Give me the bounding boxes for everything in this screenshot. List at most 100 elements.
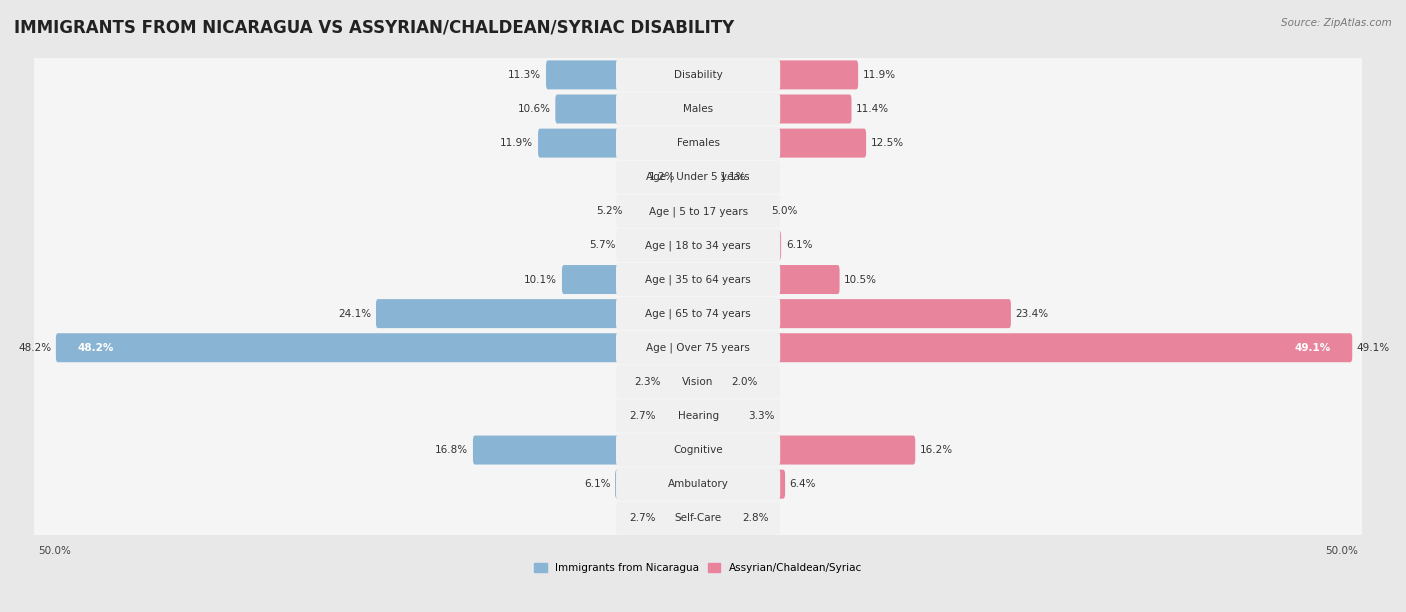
Text: 2.8%: 2.8%	[742, 513, 769, 523]
FancyBboxPatch shape	[562, 265, 700, 294]
FancyBboxPatch shape	[614, 469, 700, 499]
Text: 11.4%: 11.4%	[856, 104, 889, 114]
Text: 5.0%: 5.0%	[770, 206, 797, 216]
FancyBboxPatch shape	[681, 163, 700, 192]
FancyBboxPatch shape	[696, 231, 782, 260]
Text: Males: Males	[683, 104, 713, 114]
Text: 2.3%: 2.3%	[634, 377, 661, 387]
Text: Age | 65 to 74 years: Age | 65 to 74 years	[645, 308, 751, 319]
FancyBboxPatch shape	[34, 83, 1362, 135]
Text: 6.1%: 6.1%	[786, 241, 813, 250]
FancyBboxPatch shape	[616, 92, 780, 125]
Text: Ambulatory: Ambulatory	[668, 479, 728, 489]
FancyBboxPatch shape	[696, 197, 766, 226]
FancyBboxPatch shape	[616, 502, 780, 535]
FancyBboxPatch shape	[616, 297, 780, 330]
FancyBboxPatch shape	[616, 127, 780, 160]
Text: 48.2%: 48.2%	[77, 343, 114, 353]
Text: 11.3%: 11.3%	[508, 70, 541, 80]
Text: 16.2%: 16.2%	[920, 445, 953, 455]
FancyBboxPatch shape	[34, 288, 1362, 340]
Text: 1.1%: 1.1%	[720, 172, 745, 182]
FancyBboxPatch shape	[34, 49, 1362, 101]
FancyBboxPatch shape	[661, 401, 700, 430]
FancyBboxPatch shape	[616, 400, 780, 432]
FancyBboxPatch shape	[34, 117, 1362, 169]
FancyBboxPatch shape	[616, 434, 780, 466]
Text: 2.0%: 2.0%	[731, 377, 758, 387]
Text: 1.2%: 1.2%	[650, 172, 675, 182]
Text: 5.2%: 5.2%	[596, 206, 623, 216]
Text: 12.5%: 12.5%	[870, 138, 904, 148]
FancyBboxPatch shape	[696, 61, 858, 89]
Text: Age | Under 5 years: Age | Under 5 years	[647, 172, 749, 182]
FancyBboxPatch shape	[696, 94, 852, 124]
Text: 11.9%: 11.9%	[863, 70, 896, 80]
FancyBboxPatch shape	[616, 263, 780, 296]
Text: 6.1%: 6.1%	[583, 479, 610, 489]
Text: 10.6%: 10.6%	[517, 104, 551, 114]
FancyBboxPatch shape	[661, 504, 700, 533]
Text: 48.2%: 48.2%	[18, 343, 51, 353]
Text: Age | 35 to 64 years: Age | 35 to 64 years	[645, 274, 751, 285]
FancyBboxPatch shape	[34, 458, 1362, 510]
FancyBboxPatch shape	[696, 334, 1353, 362]
FancyBboxPatch shape	[34, 390, 1362, 442]
FancyBboxPatch shape	[34, 253, 1362, 305]
FancyBboxPatch shape	[696, 436, 915, 465]
FancyBboxPatch shape	[546, 61, 700, 89]
Text: Females: Females	[676, 138, 720, 148]
FancyBboxPatch shape	[696, 299, 1011, 328]
Text: 5.7%: 5.7%	[589, 241, 616, 250]
FancyBboxPatch shape	[34, 492, 1362, 544]
Text: 23.4%: 23.4%	[1015, 308, 1049, 319]
Text: 11.9%: 11.9%	[501, 138, 533, 148]
FancyBboxPatch shape	[696, 401, 744, 430]
Text: Source: ZipAtlas.com: Source: ZipAtlas.com	[1281, 18, 1392, 28]
Text: 49.1%: 49.1%	[1357, 343, 1391, 353]
Text: Disability: Disability	[673, 70, 723, 80]
Text: Age | 18 to 34 years: Age | 18 to 34 years	[645, 240, 751, 251]
Text: 49.1%: 49.1%	[1294, 343, 1330, 353]
Text: Cognitive: Cognitive	[673, 445, 723, 455]
Text: 24.1%: 24.1%	[339, 308, 371, 319]
FancyBboxPatch shape	[665, 367, 700, 397]
Text: 50.0%: 50.0%	[1326, 545, 1358, 556]
FancyBboxPatch shape	[620, 231, 700, 260]
Text: Vision: Vision	[682, 377, 714, 387]
FancyBboxPatch shape	[696, 265, 839, 294]
FancyBboxPatch shape	[472, 436, 700, 465]
Text: Age | Over 75 years: Age | Over 75 years	[647, 343, 749, 353]
Text: Hearing: Hearing	[678, 411, 718, 421]
FancyBboxPatch shape	[555, 94, 700, 124]
FancyBboxPatch shape	[34, 322, 1362, 374]
FancyBboxPatch shape	[34, 220, 1362, 271]
FancyBboxPatch shape	[34, 185, 1362, 237]
FancyBboxPatch shape	[375, 299, 700, 328]
FancyBboxPatch shape	[696, 129, 866, 158]
Text: IMMIGRANTS FROM NICARAGUA VS ASSYRIAN/CHALDEAN/SYRIAC DISABILITY: IMMIGRANTS FROM NICARAGUA VS ASSYRIAN/CH…	[14, 18, 734, 36]
FancyBboxPatch shape	[616, 331, 780, 364]
Text: 16.8%: 16.8%	[436, 445, 468, 455]
FancyBboxPatch shape	[696, 504, 737, 533]
FancyBboxPatch shape	[56, 334, 700, 362]
FancyBboxPatch shape	[616, 365, 780, 398]
FancyBboxPatch shape	[696, 163, 714, 192]
Text: 50.0%: 50.0%	[38, 545, 70, 556]
FancyBboxPatch shape	[538, 129, 700, 158]
FancyBboxPatch shape	[696, 367, 727, 397]
FancyBboxPatch shape	[34, 356, 1362, 408]
Text: 10.1%: 10.1%	[524, 275, 557, 285]
FancyBboxPatch shape	[696, 469, 785, 499]
Text: 2.7%: 2.7%	[628, 513, 655, 523]
FancyBboxPatch shape	[616, 229, 780, 262]
Text: 10.5%: 10.5%	[844, 275, 877, 285]
FancyBboxPatch shape	[616, 468, 780, 501]
Text: 2.7%: 2.7%	[628, 411, 655, 421]
FancyBboxPatch shape	[627, 197, 700, 226]
FancyBboxPatch shape	[616, 195, 780, 228]
Text: Age | 5 to 17 years: Age | 5 to 17 years	[648, 206, 748, 217]
Text: 3.3%: 3.3%	[748, 411, 775, 421]
FancyBboxPatch shape	[616, 59, 780, 91]
Text: 6.4%: 6.4%	[790, 479, 817, 489]
